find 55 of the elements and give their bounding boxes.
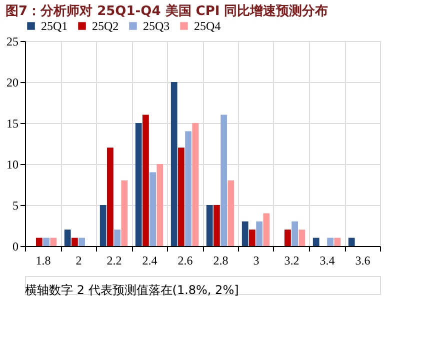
bar: [170, 82, 178, 246]
bar: [150, 172, 156, 246]
y-tick-label: 20: [6, 76, 18, 90]
x-tick-label: 3.6: [355, 254, 370, 268]
bar: [312, 238, 320, 246]
chart-title: 图7：分析师对 25Q1-Q4 美国 CPI 同比增速预测分布: [6, 3, 328, 19]
bar: [334, 238, 341, 246]
legend-label: 25Q4: [194, 19, 221, 33]
bar: [142, 114, 149, 246]
y-tick-label: 5: [12, 198, 18, 212]
bar: [107, 148, 114, 246]
bar: [284, 230, 291, 246]
bar: [327, 238, 334, 246]
legend-label: 25Q3: [143, 19, 170, 33]
bar: [263, 213, 270, 246]
bar: [298, 230, 306, 246]
bar: [114, 230, 120, 246]
bar: [78, 238, 85, 246]
x-tick-label: 1.8: [36, 254, 51, 268]
bar: [220, 114, 227, 246]
bar: [348, 238, 355, 246]
y-tick-label: 10: [6, 158, 18, 172]
x-tick-label: 3: [253, 254, 260, 268]
y-tick-label: 0: [12, 240, 18, 254]
bar: [242, 221, 248, 246]
bar: [249, 230, 256, 246]
bar: [50, 238, 57, 246]
y-tick-label: 15: [6, 116, 18, 130]
bar: [206, 205, 213, 246]
bar: [43, 238, 50, 246]
legend-label: 25Q2: [92, 19, 119, 33]
bar: [256, 221, 262, 246]
x-tick-label: 2.2: [106, 254, 122, 268]
x-tick-label: 3.2: [284, 254, 300, 268]
bar: [36, 238, 42, 246]
x-tick-label: 2.4: [142, 254, 158, 268]
bar: [64, 230, 71, 246]
bar: [292, 221, 298, 246]
text: 横轴数字 2 代表预测值落在(1.8%, 2%]: [25, 283, 239, 297]
x-tick-label: 2.6: [178, 254, 193, 268]
bar: [121, 180, 128, 246]
legend-label: 25Q1: [41, 19, 68, 33]
bar: [100, 205, 106, 246]
x-tick-label: 2.8: [213, 254, 228, 268]
bar: [135, 123, 142, 246]
bar: [214, 205, 220, 246]
y-tick-label: 25: [6, 34, 18, 48]
bar: [228, 180, 234, 246]
bar: [156, 164, 164, 246]
bar: [178, 148, 184, 246]
bar: [185, 131, 192, 246]
x-tick-label: 3.4: [320, 254, 335, 268]
bar: [72, 238, 78, 246]
x-tick-label: 2: [76, 254, 82, 268]
bar: [192, 123, 199, 246]
